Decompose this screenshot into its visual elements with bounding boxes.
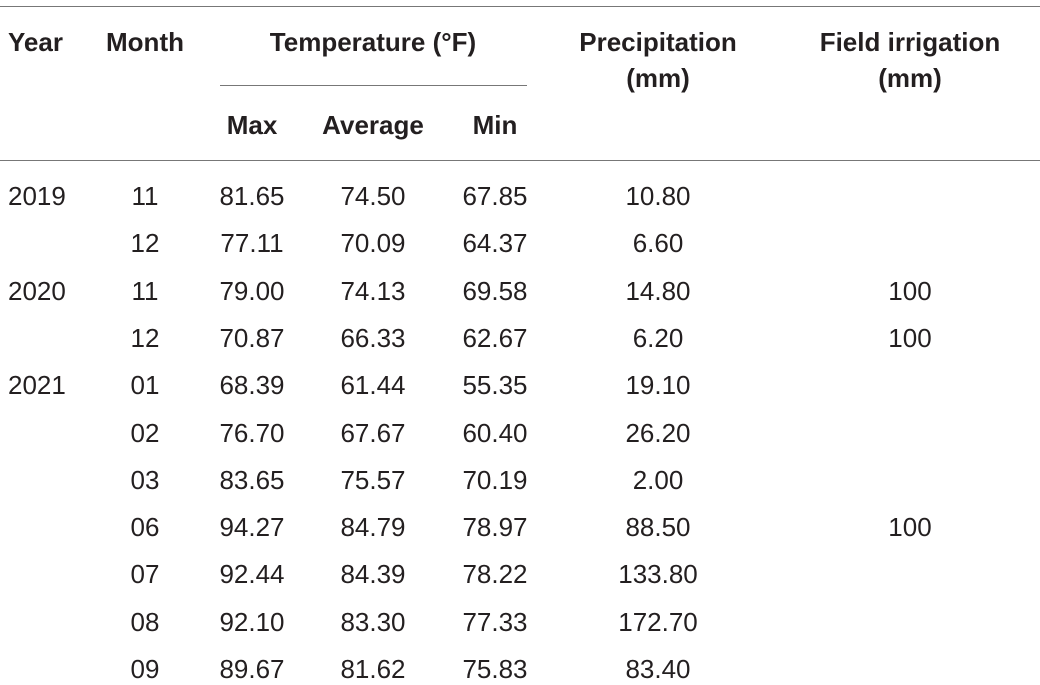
- cell: 19.10: [625, 370, 691, 401]
- cell: 94.27: [219, 512, 285, 543]
- cell: 88.50: [625, 512, 691, 543]
- cell: 89.67: [219, 654, 285, 684]
- cell: 01: [130, 370, 160, 401]
- cell: 26.20: [625, 417, 691, 448]
- cell: 100: [888, 322, 932, 353]
- cell: 84.39: [340, 559, 406, 590]
- cell: 6.20: [632, 322, 684, 353]
- header-cell: Year: [8, 27, 63, 57]
- header-cell: Temperature (°F): [269, 27, 477, 57]
- header-cell: Precipitation (mm): [579, 27, 737, 93]
- cell: 2021: [8, 370, 66, 401]
- cell: 67.67: [340, 417, 406, 448]
- cell: 12: [130, 322, 160, 353]
- cell: 07: [130, 559, 160, 590]
- cell: 75.57: [340, 464, 406, 495]
- cell: 74.50: [340, 181, 406, 211]
- cell: 60.40: [462, 417, 528, 448]
- cell: 02: [130, 417, 160, 448]
- cell: 67.85: [462, 181, 528, 211]
- cell: 75.83: [462, 654, 528, 684]
- cell: 78.22: [462, 559, 528, 590]
- cell: 76.70: [219, 417, 285, 448]
- cell: 92.10: [219, 606, 285, 637]
- cell: 69.58: [462, 275, 528, 306]
- cell: 55.35: [462, 370, 528, 401]
- cell: 79.00: [219, 275, 285, 306]
- cell: 03: [130, 464, 160, 495]
- cell: 62.67: [462, 322, 528, 353]
- header-cell: Average: [322, 110, 424, 140]
- cell: 83.65: [219, 464, 285, 495]
- cell: 14.80: [625, 275, 691, 306]
- temperature-rule: [220, 85, 527, 86]
- cell: 83.30: [340, 606, 406, 637]
- header-cell: Max: [226, 110, 278, 140]
- cell: 77.33: [462, 606, 528, 637]
- cell: 64.37: [462, 228, 528, 259]
- cell: 133.80: [618, 559, 698, 590]
- cell: 11: [131, 275, 159, 306]
- cell: 08: [130, 606, 160, 637]
- cell: 66.33: [340, 322, 406, 353]
- cell: 100: [888, 275, 932, 306]
- cell: 100: [888, 512, 932, 543]
- cell: 06: [130, 512, 160, 543]
- cell: 92.44: [219, 559, 285, 590]
- cell: 70.19: [462, 464, 528, 495]
- cell: 83.40: [625, 654, 691, 684]
- header-cell: Field irrigation (mm): [819, 27, 1001, 93]
- cell: 172.70: [618, 606, 698, 637]
- cell: 11: [131, 181, 159, 211]
- cell: 70.09: [340, 228, 406, 259]
- cell: 77.11: [220, 228, 284, 259]
- cell: 78.97: [462, 512, 528, 543]
- cell: 70.87: [219, 322, 285, 353]
- cell: 12: [130, 228, 160, 259]
- cell: 09: [130, 654, 160, 684]
- cell: 61.44: [340, 370, 406, 401]
- cell: 2019: [8, 181, 66, 211]
- header-cell: Min: [472, 110, 518, 140]
- header-cell: Month: [106, 27, 184, 57]
- header-rule: [0, 160, 1040, 161]
- cell: 81.65: [219, 181, 285, 211]
- cell: 2.00: [632, 464, 684, 495]
- cell: 10.80: [625, 181, 691, 211]
- cell: 74.13: [340, 275, 406, 306]
- top-rule: [0, 6, 1040, 7]
- cell: 6.60: [632, 228, 684, 259]
- cell: 68.39: [219, 370, 285, 401]
- cell: 2020: [8, 275, 66, 306]
- cell: 84.79: [340, 512, 406, 543]
- cell: 81.62: [340, 654, 406, 684]
